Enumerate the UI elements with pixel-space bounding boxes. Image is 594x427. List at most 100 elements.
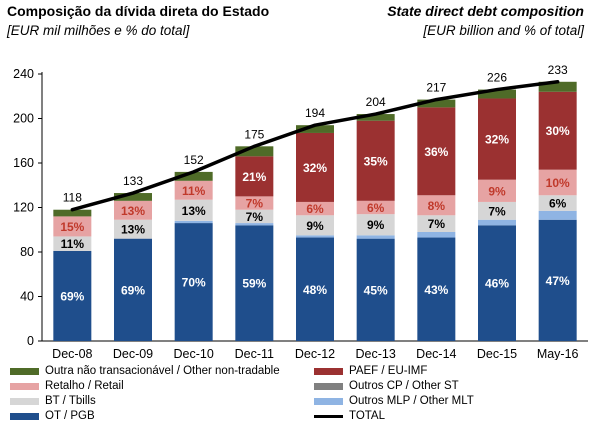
data-label-pgb: 47%: [546, 274, 570, 288]
bar-segment-retail: [53, 216, 92, 237]
data-label-pgb: 46%: [485, 277, 509, 291]
bar-segment-paef: [235, 156, 274, 197]
y-tick-label: 40: [20, 290, 34, 304]
legend-swatch-other-nontradable: [10, 367, 39, 375]
bar-segment-paef: [417, 107, 456, 196]
x-tick-label: Dec-09: [113, 347, 153, 360]
x-tick-label: Dec-12: [295, 347, 335, 360]
data-label-tbills: 13%: [182, 204, 206, 218]
data-label-retail: 6%: [367, 201, 385, 215]
bar-segment-retail: [296, 201, 334, 216]
data-label-retail: 8%: [428, 199, 446, 213]
legend-label-other-st: Outros CP / Other ST: [349, 380, 459, 392]
y-tick-label: 0: [27, 334, 34, 348]
bar-segment-other_mlt: [356, 235, 395, 239]
data-label-tbills: 9%: [367, 218, 385, 232]
bar-segment-pgb: [538, 219, 577, 341]
x-tick-label: Dec-14: [416, 347, 456, 360]
bar-segment-other_mlt: [538, 210, 577, 220]
bar-segment-other_nontradable: [114, 193, 152, 201]
data-label-retail: 13%: [121, 204, 145, 218]
bar-segment-tbills: [538, 195, 577, 211]
bar-segment-pgb: [53, 250, 92, 341]
bar-segment-pgb: [114, 238, 152, 341]
legend-label-total: TOTAL: [349, 410, 385, 422]
legend-swatch-paef: [314, 367, 343, 375]
bar-segment-retail: [417, 195, 456, 216]
data-label-paef: 32%: [303, 161, 327, 175]
data-label-pgb: 59%: [242, 277, 266, 291]
bar-segment-retail: [235, 196, 274, 210]
x-tick-label: Dec-13: [356, 347, 396, 360]
bar-segment-paef: [478, 98, 516, 180]
y-tick-label: 200: [13, 112, 34, 126]
data-label-tbills: 7%: [246, 210, 264, 224]
y-tick-label: 160: [13, 156, 34, 170]
bar-segment-tbills: [174, 199, 213, 221]
bar-segment-retail: [356, 200, 395, 215]
total-value-label: 194: [305, 106, 325, 120]
data-label-retail: 10%: [546, 176, 570, 190]
data-label-paef: 21%: [242, 170, 266, 184]
data-label-tbills: 11%: [61, 237, 85, 251]
bar-segment-paef: [356, 120, 395, 201]
bar-segment-retail: [478, 179, 516, 202]
legend-item-pgb: OT / PGB: [10, 410, 95, 422]
legend-label-tbills: BT / Tbills: [45, 395, 96, 407]
bar-segment-pgb: [174, 223, 213, 341]
legend-label-other-nontradable: Outra não transacionável / Other non-tra…: [45, 365, 280, 377]
data-label-retail: 6%: [306, 202, 324, 216]
bar-segment-tbills: [235, 209, 274, 224]
debt-composition-chart: 0 40 80 120 160 200 240 69% 11% 15% 69% 13% 13% 70% 13…: [13, 63, 588, 360]
total-value-label: 204: [366, 95, 386, 109]
legend-label-pgb: OT / PGB: [45, 410, 95, 422]
bar-segment-retail: [538, 169, 577, 196]
data-label-pgb: 70%: [182, 276, 206, 290]
bar-segment-retail: [174, 180, 213, 200]
data-label-retail: 15%: [60, 220, 84, 234]
bar-segment-retail: [114, 200, 152, 220]
bar-segment-paef: [538, 91, 577, 170]
legend-swatch-retail: [10, 382, 39, 390]
bar-segment-other_nontradable: [538, 81, 577, 92]
data-label-retail: 7%: [246, 197, 264, 211]
x-tick-label: Dec-15: [477, 347, 517, 360]
chart-legend: Outra não transacionável / Other non-tra…: [0, 363, 594, 427]
data-label-tbills: 7%: [488, 204, 506, 218]
total-value-label: 217: [426, 81, 446, 95]
legend-swatch-tbills: [10, 397, 39, 405]
legend-item-retail: Retalho / Retail: [10, 380, 124, 392]
chart-subtitle-pt: [EUR mil milhões e % do total]: [7, 23, 190, 38]
bar-segment-other_nontradable: [356, 114, 395, 121]
data-label-tbills: 13%: [121, 223, 145, 237]
bar-segment-paef: [296, 132, 334, 202]
total-value-label: 175: [244, 127, 264, 141]
bar-segment-other_nontradable: [174, 171, 213, 181]
chart-title-en: State direct debt composition: [387, 3, 584, 19]
legend-swatch-other-mlt: [314, 397, 343, 405]
bar-segment-other_mlt: [235, 223, 274, 226]
bar-segment-pgb: [296, 237, 334, 341]
legend-swatch-other-st: [314, 382, 343, 390]
bar-segment-other_mlt: [296, 235, 334, 238]
bar-segment-other_nontradable: [417, 99, 456, 108]
legend-item-other-mlt: Outros MLP / Other MLT: [314, 395, 474, 407]
y-tick-label: 240: [13, 67, 34, 81]
data-label-retail: 9%: [488, 184, 506, 198]
legend-label-paef: PAEF / EU-IMF: [349, 365, 428, 377]
total-value-label: 152: [184, 153, 204, 167]
data-label-pgb: 69%: [60, 289, 84, 303]
x-tick-label: Dec-11: [235, 347, 274, 360]
legend-label-other-mlt: Outros MLP / Other MLT: [349, 395, 474, 407]
bar-segment-other_mlt: [174, 220, 213, 224]
bar-segment-other_nontradable: [235, 146, 274, 157]
y-tick-label: 120: [13, 201, 34, 215]
data-label-paef: 35%: [364, 154, 388, 168]
data-label-tbills: 7%: [428, 217, 446, 231]
bar-segment-tbills: [478, 201, 516, 220]
chart-title-pt: Composição da dívida direta do Estado: [7, 3, 270, 19]
legend-item-other-st: Outros CP / Other ST: [314, 380, 459, 392]
bar-segment-pgb: [478, 225, 516, 341]
bar-segment-other_nontradable: [53, 209, 92, 217]
data-label-tbills: 9%: [306, 219, 324, 233]
